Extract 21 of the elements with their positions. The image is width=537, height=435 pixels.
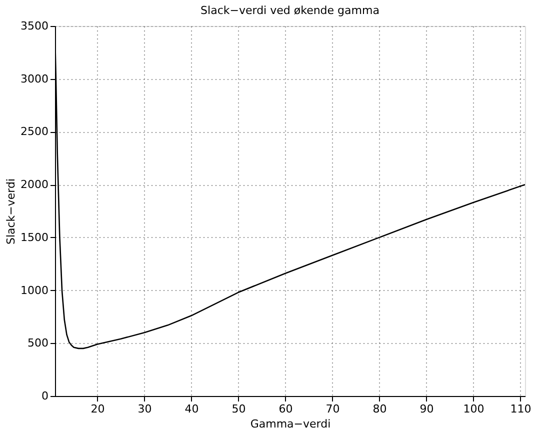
- x-tick-label: 90: [420, 402, 434, 416]
- x-tick-label: 30: [138, 402, 152, 416]
- x-tick-label: 100: [463, 402, 484, 416]
- y-tick-label: 2500: [20, 125, 48, 138]
- y-axis-title: Slack−verdi: [4, 178, 18, 245]
- x-tick-label: 70: [326, 402, 340, 416]
- y-tick-label: 3000: [20, 72, 48, 86]
- y-tick-label: 500: [28, 336, 48, 350]
- y-tick-label: 1500: [20, 230, 48, 244]
- y-tick-label: 2000: [20, 178, 48, 192]
- x-tick-label: 20: [90, 402, 105, 416]
- y-tick-label: 3500: [20, 20, 48, 32]
- x-tick-label: 110: [510, 402, 532, 416]
- x-tick-label: 80: [372, 402, 387, 416]
- x-tick-label: 40: [184, 402, 199, 416]
- x-axis-title: Gamma−verdi: [250, 418, 331, 430]
- x-tick-label: 50: [232, 402, 246, 416]
- chart-title: Slack−verdi ved økende gamma: [200, 4, 380, 17]
- y-tick-label: 1000: [20, 284, 48, 297]
- y-tick-label: 0: [42, 390, 48, 402]
- x-tick-label: 60: [278, 402, 293, 416]
